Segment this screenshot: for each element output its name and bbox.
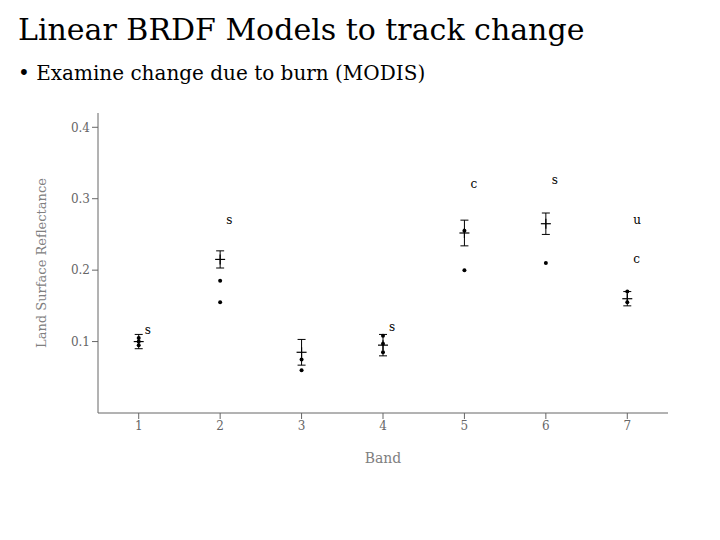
- svg-text:0.1: 0.1: [71, 335, 90, 349]
- svg-text:c: c: [633, 252, 640, 266]
- svg-text:6: 6: [542, 419, 550, 433]
- svg-text:4: 4: [379, 419, 387, 433]
- svg-text:u: u: [633, 213, 641, 227]
- svg-text:5: 5: [461, 419, 469, 433]
- svg-text:0.3: 0.3: [71, 192, 90, 206]
- svg-text:3: 3: [298, 419, 306, 433]
- svg-text:s: s: [226, 213, 232, 227]
- svg-text:7: 7: [623, 419, 631, 433]
- svg-text:0.2: 0.2: [71, 263, 90, 277]
- svg-text:Land Surface Reflectance: Land Surface Reflectance: [34, 178, 49, 348]
- svg-text:2: 2: [216, 419, 224, 433]
- svg-text:s: s: [389, 320, 395, 334]
- svg-text:c: c: [470, 177, 477, 191]
- html-text:Linear BRDF Models to track ch: Linear BRDF Models to track change: [18, 12, 585, 47]
- svg-text:s: s: [145, 323, 151, 337]
- html-text:• Examine change due to burn (: • Examine change due to burn (MODIS): [18, 61, 426, 85]
- svg-text:1: 1: [135, 419, 143, 433]
- svg-text:0.4: 0.4: [71, 121, 90, 135]
- svg-text:Band: Band: [365, 450, 402, 466]
- svg-text:s: s: [552, 173, 558, 187]
